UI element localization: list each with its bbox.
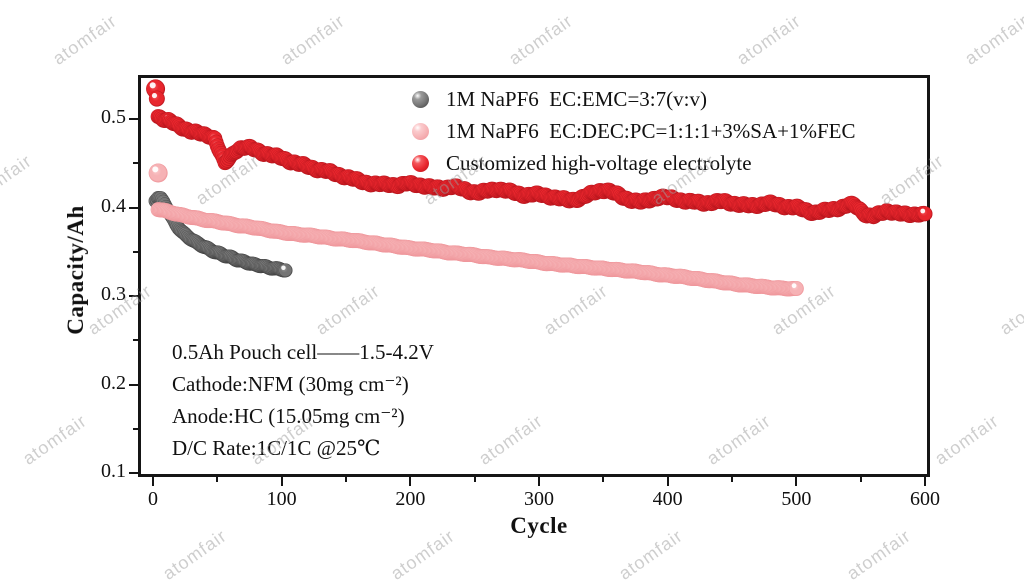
x-axis-title: Cycle: [510, 513, 568, 538]
chart-legend: 1M NaPF6 EC:EMC=3:7(v:v) 1M NaPF6 EC:DEC…: [412, 83, 856, 179]
annotation-line-cell: 0.5Ah Pouch cell——1.5-4.2V: [172, 340, 434, 364]
cell-conditions-annotation: 0.5Ah Pouch cell——1.5-4.2V Cathode:NFM (…: [172, 336, 434, 464]
annotation-line-rate: D/C Rate:1C/1C @25℃: [172, 436, 381, 460]
annotation-line-anode: Anode:HC (15.05mg cm⁻²): [172, 404, 405, 428]
legend-item-pink-electrolyte: 1M NaPF6 EC:DEC:PC=1:1:1+3%SA+1%FEC: [412, 115, 856, 147]
red-ball-marker-icon: [412, 154, 429, 172]
legend-item-gray-electrolyte: 1M NaPF6 EC:EMC=3:7(v:v): [412, 83, 856, 115]
legend-item-label: 1M NaPF6 EC:DEC:PC=1:1:1+3%SA+1%FEC: [446, 118, 856, 143]
legend-item-label: Customized high-voltage electrolyte: [446, 150, 752, 175]
legend-item-label: 1M NaPF6 EC:EMC=3:7(v:v): [446, 86, 707, 111]
annotation-line-cathode: Cathode:NFM (30mg cm⁻²): [172, 372, 409, 396]
y-axis-title: Capacity/Ah: [63, 205, 88, 335]
gray-ball-marker-icon: [412, 90, 429, 108]
legend-item-customized-electrolyte: Customized high-voltage electrolyte: [412, 147, 856, 179]
pink-ball-marker-icon: [412, 122, 429, 140]
